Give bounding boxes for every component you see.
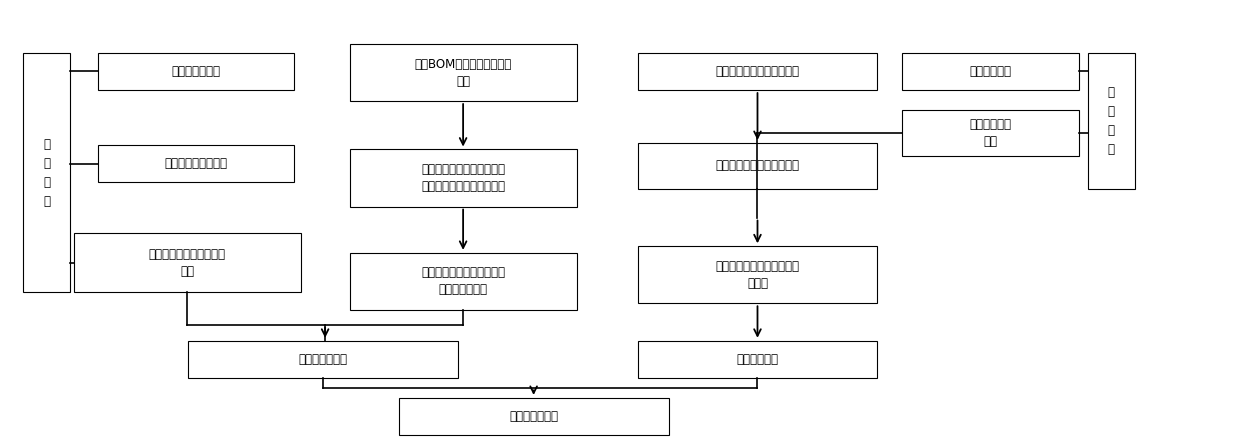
Text: 单个胎架的支撑质量: 单个胎架的支撑质量 <box>165 157 228 170</box>
Text: 胎架的点位布置: 胎架的点位布置 <box>299 353 347 366</box>
Text: 活络头的厚度: 活络头的厚度 <box>970 65 1011 78</box>
Text: 基于BOM表识别构件类型及
种类: 基于BOM表识别构件类型及 种类 <box>415 58 512 87</box>
Bar <box>1088 53 1135 189</box>
Text: 丝杠上升高度: 丝杠上升高度 <box>736 353 778 366</box>
Text: 活络头与船体分段外板的接
触点位: 活络头与船体分段外板的接 触点位 <box>715 260 799 290</box>
Text: 将各构件体质量转化为投影
平面上的面质量: 将各构件体质量转化为投影 平面上的面质量 <box>421 266 506 296</box>
Text: 约
束
条
件: 约 束 条 件 <box>1108 86 1115 156</box>
Bar <box>638 246 877 303</box>
Bar <box>638 143 877 189</box>
Bar <box>349 44 576 101</box>
Bar <box>399 398 669 435</box>
Bar <box>73 233 301 292</box>
Bar <box>902 53 1079 90</box>
Text: 胎架最上端支柱的支撑点位: 胎架最上端支柱的支撑点位 <box>715 159 799 172</box>
Bar <box>349 253 576 310</box>
Bar <box>349 150 576 206</box>
Text: 船体分段外板数学拟合模型: 船体分段外板数学拟合模型 <box>715 65 799 78</box>
Bar <box>98 53 295 90</box>
Bar <box>24 53 69 292</box>
Text: 底盘轨道的位置: 底盘轨道的位置 <box>172 65 221 78</box>
Text: 活络头的倾斜
角度: 活络头的倾斜 角度 <box>970 118 1011 148</box>
Text: 胎架的智能布置: 胎架的智能布置 <box>509 410 558 423</box>
Text: 遍历各个构件，运用最小包
围盒算法获取各构件体质量: 遍历各个构件，运用最小包 围盒算法获取各构件体质量 <box>421 163 506 193</box>
Bar <box>98 145 295 182</box>
Text: 船体分段在投影平面上的
质心: 船体分段在投影平面上的 质心 <box>149 248 225 278</box>
Bar <box>638 53 877 90</box>
Bar <box>638 341 877 378</box>
Text: 约
束
条
件: 约 束 条 件 <box>43 138 50 207</box>
Bar <box>188 341 457 378</box>
Bar <box>902 110 1079 156</box>
